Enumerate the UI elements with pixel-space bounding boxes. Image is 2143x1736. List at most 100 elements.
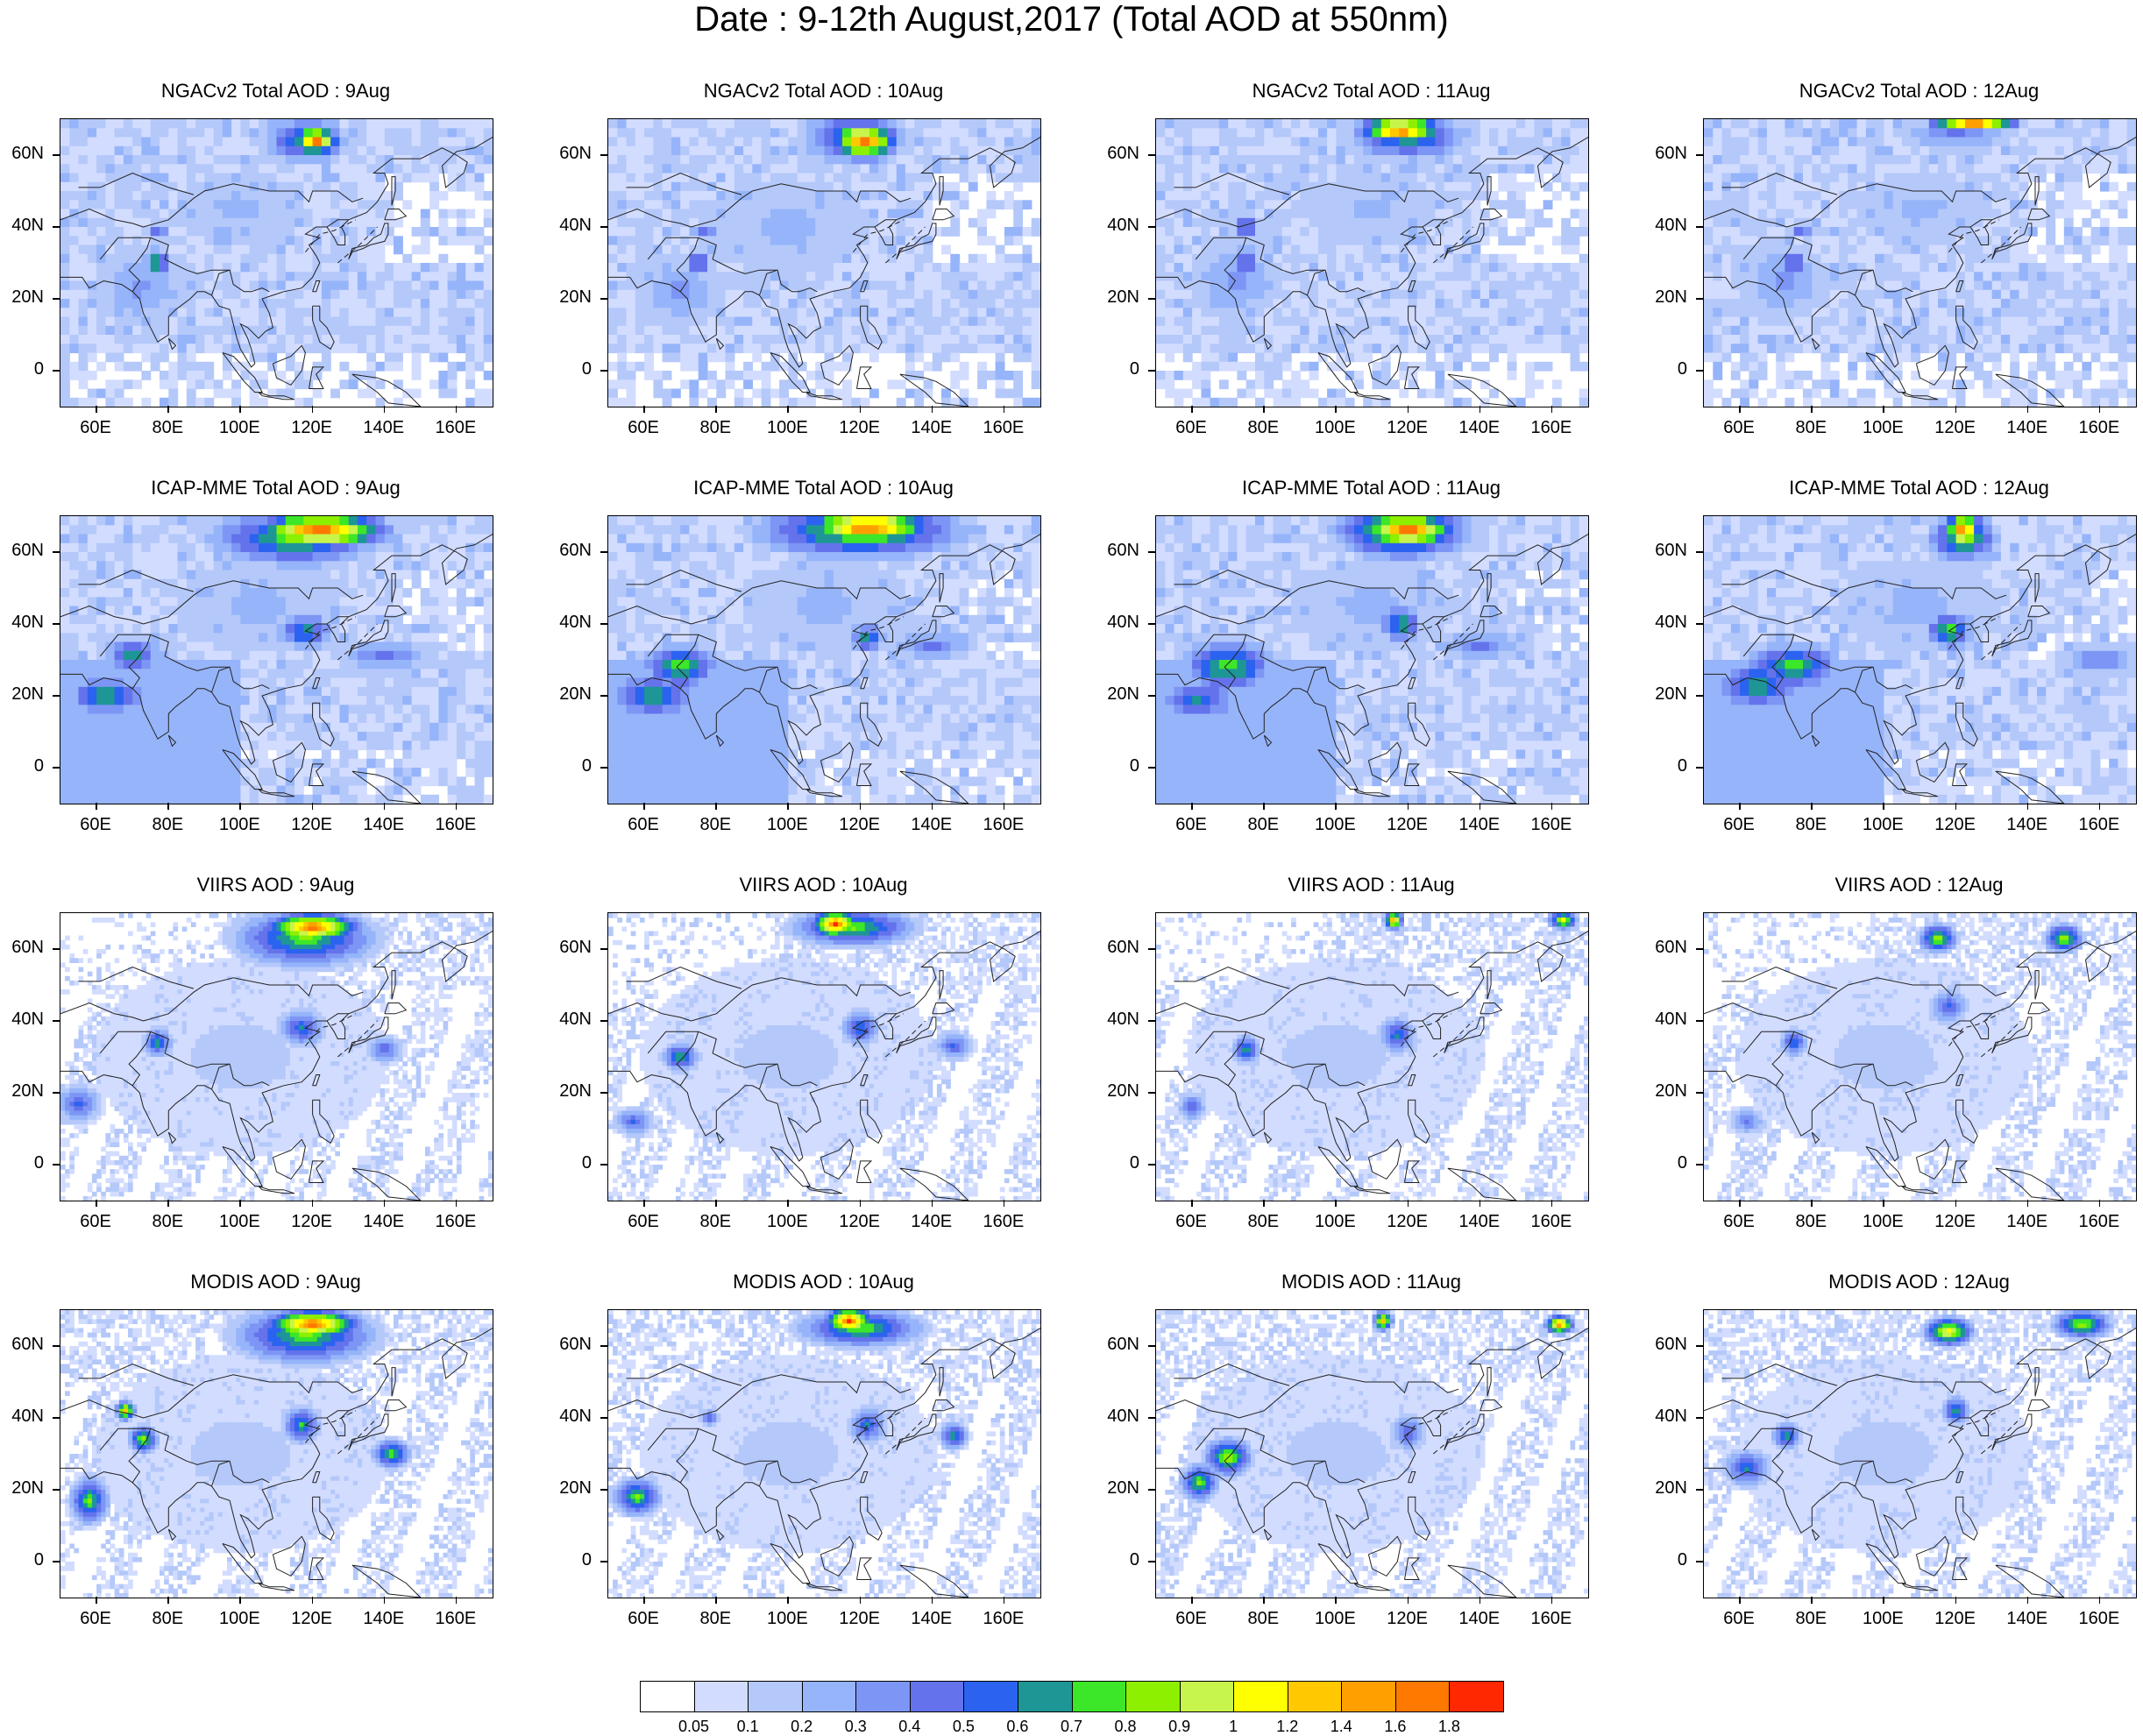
lat-tick-label: 60N — [1104, 144, 1139, 164]
colorbar-label: 0.7 — [1050, 1718, 1094, 1736]
panel-title: MODIS AOD : 12Aug — [1703, 1271, 2135, 1293]
aod-field — [608, 119, 1040, 407]
lon-tick-mark — [2027, 803, 2029, 810]
lon-tick-label: 160E — [1521, 1609, 1582, 1629]
aod-map-panel — [607, 118, 1041, 407]
lon-tick-mark — [1004, 803, 1005, 810]
lon-tick-mark — [1883, 803, 1884, 810]
lon-tick-label: 60E — [65, 815, 126, 835]
lat-tick-mark — [600, 1345, 607, 1347]
lon-tick-mark — [1263, 1200, 1265, 1207]
lat-tick-label: 60N — [1652, 1335, 1687, 1355]
panel-title: VIIRS AOD : 11Aug — [1155, 874, 1587, 896]
lon-tick-label: 140E — [353, 815, 415, 835]
lon-tick-label: 60E — [613, 1609, 674, 1629]
lon-tick-mark — [312, 406, 314, 413]
lon-tick-mark — [1883, 1597, 1884, 1604]
lon-tick-mark — [1191, 1200, 1193, 1207]
lat-tick-mark — [1696, 154, 1703, 156]
lon-tick-mark — [96, 406, 97, 413]
aod-field — [1704, 913, 2136, 1201]
coastline — [857, 367, 871, 389]
lon-tick-mark — [1408, 803, 1409, 810]
lat-tick-label: 40N — [1652, 1010, 1687, 1030]
lat-tick-mark — [1696, 298, 1703, 300]
lon-tick-label: 160E — [425, 1212, 486, 1232]
lon-tick-label: 80E — [137, 1212, 198, 1232]
lat-tick-mark — [53, 1417, 60, 1419]
lon-tick-mark — [643, 1597, 645, 1604]
lon-tick-mark — [1883, 1200, 1884, 1207]
lat-tick-label: 40N — [1652, 613, 1687, 633]
aod-field — [60, 913, 493, 1201]
lon-tick-mark — [787, 1597, 789, 1604]
lat-tick-mark — [1696, 623, 1703, 625]
aod-map-panel — [1703, 1309, 2137, 1598]
lon-tick-label: 100E — [1852, 1212, 1913, 1232]
lon-tick-mark — [1480, 406, 1481, 413]
lat-tick-mark — [600, 1489, 607, 1491]
colorbar-swatch — [748, 1681, 803, 1712]
lon-tick-label: 100E — [209, 1609, 270, 1629]
lon-tick-label: 140E — [901, 1212, 962, 1232]
coastline — [857, 1161, 871, 1183]
lon-tick-mark — [1739, 1200, 1741, 1207]
lon-tick-mark — [787, 406, 789, 413]
lon-tick-label: 160E — [2068, 815, 2130, 835]
lon-tick-label: 140E — [901, 815, 962, 835]
lat-tick-mark — [1148, 767, 1155, 769]
colorbar-label: 1.6 — [1373, 1718, 1417, 1736]
lat-tick-label: 0 — [9, 1153, 44, 1173]
lon-tick-label: 60E — [1708, 418, 1770, 438]
lon-tick-mark — [1480, 1597, 1481, 1604]
lon-tick-label: 60E — [613, 815, 674, 835]
colorbar-label: 1.2 — [1266, 1718, 1309, 1736]
lat-tick-label: 0 — [1104, 359, 1139, 379]
lon-tick-label: 100E — [209, 815, 270, 835]
lon-tick-mark — [1955, 803, 1957, 810]
lon-tick-mark — [1739, 1597, 1741, 1604]
lon-tick-label: 140E — [901, 1609, 962, 1629]
lat-tick-mark — [600, 154, 607, 156]
lat-tick-label: 60N — [1652, 541, 1687, 561]
lon-tick-mark — [1551, 406, 1553, 413]
lon-tick-label: 140E — [1449, 1212, 1510, 1232]
lon-tick-label: 80E — [1232, 1609, 1294, 1629]
lat-tick-label: 0 — [557, 359, 592, 379]
lat-tick-label: 60N — [9, 144, 44, 164]
lon-tick-label: 140E — [1449, 418, 1510, 438]
lon-tick-label: 120E — [1925, 1212, 1986, 1232]
lat-tick-label: 0 — [1104, 1153, 1139, 1173]
lat-tick-label: 0 — [1652, 1153, 1687, 1173]
lat-tick-mark — [1696, 948, 1703, 950]
aod-field — [608, 913, 1040, 1201]
lat-tick-mark — [1148, 1417, 1155, 1419]
lon-tick-label: 140E — [353, 1609, 415, 1629]
lat-tick-label: 20N — [1104, 684, 1139, 705]
lon-tick-mark — [1191, 406, 1193, 413]
panel-title: ICAP-MME Total AOD : 11Aug — [1155, 477, 1587, 500]
lat-tick-mark — [53, 1561, 60, 1562]
lon-tick-mark — [456, 803, 458, 810]
colorbar-label: 0.4 — [888, 1718, 932, 1736]
lat-tick-label: 0 — [9, 756, 44, 776]
lat-tick-label: 20N — [557, 1478, 592, 1499]
panel-title: MODIS AOD : 10Aug — [607, 1271, 1040, 1293]
lon-tick-label: 160E — [2068, 418, 2130, 438]
lat-tick-label: 20N — [557, 287, 592, 308]
lon-tick-label: 140E — [1997, 1212, 2058, 1232]
lon-tick-label: 100E — [1304, 418, 1366, 438]
coastline — [857, 1558, 871, 1580]
lon-tick-mark — [1335, 1597, 1337, 1604]
aod-map-panel — [1703, 515, 2137, 804]
lon-tick-mark — [1191, 803, 1193, 810]
lon-tick-mark — [384, 1200, 386, 1207]
colorbar-swatch — [910, 1681, 965, 1712]
lon-tick-mark — [1004, 1597, 1005, 1604]
lon-tick-label: 80E — [685, 815, 746, 835]
lat-tick-mark — [1696, 551, 1703, 553]
lon-tick-mark — [1480, 803, 1481, 810]
colorbar-label: 1 — [1211, 1718, 1255, 1736]
lon-tick-label: 100E — [1852, 815, 1913, 835]
lon-tick-mark — [860, 406, 862, 413]
